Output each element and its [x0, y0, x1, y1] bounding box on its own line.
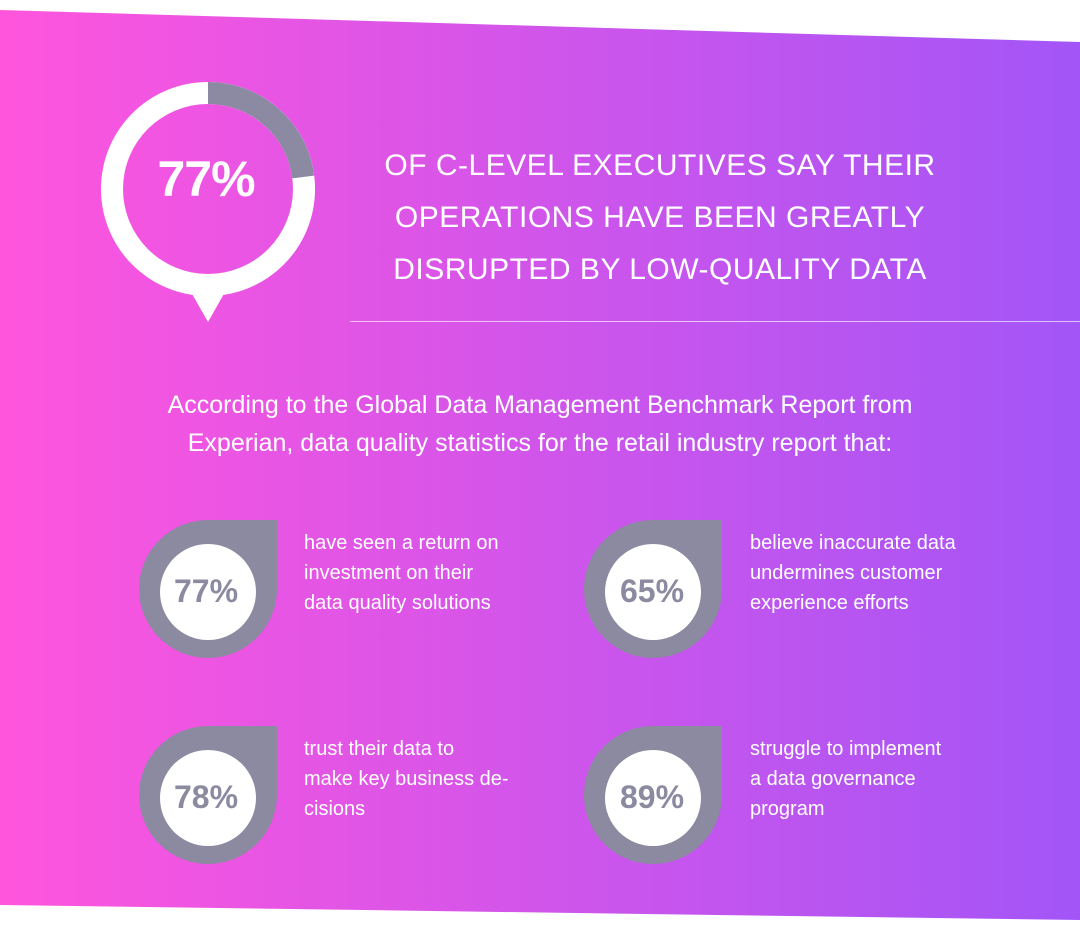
intro-line: According to the Global Data Management …: [167, 391, 913, 419]
stat-percent: 78%: [173, 779, 239, 815]
intro-line: Experian, data quality statistics for th…: [187, 429, 893, 457]
stat-description: trust their data to make key business de…: [304, 734, 554, 824]
hero-percent: 77%: [157, 151, 255, 207]
stat-line: cisions: [304, 798, 366, 820]
divider-line: [350, 321, 1080, 322]
stat-line: have seen a return on: [304, 532, 499, 554]
stat-percent: 89%: [619, 779, 685, 815]
stat-line: trust their data to: [304, 738, 455, 760]
headline-line: OF C-LEVEL EXECUTIVES SAY THEIR: [384, 149, 936, 182]
stat-percent: 77%: [173, 573, 239, 609]
teardrop-badge-icon: [584, 520, 722, 658]
teardrop-badge-icon: [584, 726, 722, 864]
stat-description: have seen a return on investment on thei…: [304, 528, 554, 618]
intro-text: According to the Global Data Management …: [60, 386, 1020, 462]
stat-line: believe inaccurate data: [750, 532, 956, 554]
headline-line: OPERATIONS HAVE BEEN GREATLY: [394, 201, 926, 234]
stat-line: investment on their: [304, 562, 473, 584]
headline-line: DISRUPTED BY LOW-QUALITY DATA: [393, 253, 927, 286]
stat-line: program: [750, 798, 825, 820]
stat-line: struggle to implement: [750, 738, 942, 760]
stat-line: experience efforts: [750, 592, 909, 614]
donut-ring-icon: [100, 81, 316, 322]
stat-description: struggle to implement a data governance …: [750, 734, 1000, 824]
teardrop-badge-icon: [139, 520, 277, 658]
stat-percent: 65%: [619, 573, 685, 609]
stat-line: undermines customer: [750, 562, 943, 584]
hero-headline: OF C-LEVEL EXECUTIVES SAY THEIR OPERATIO…: [350, 140, 970, 296]
stat-description: believe inaccurate data undermines custo…: [750, 528, 1000, 618]
stat-line: a data governance: [750, 768, 916, 790]
stat-line: make key business de-: [304, 768, 509, 790]
stat-line: data quality solutions: [304, 592, 491, 614]
teardrop-badge-icon: [139, 726, 277, 864]
